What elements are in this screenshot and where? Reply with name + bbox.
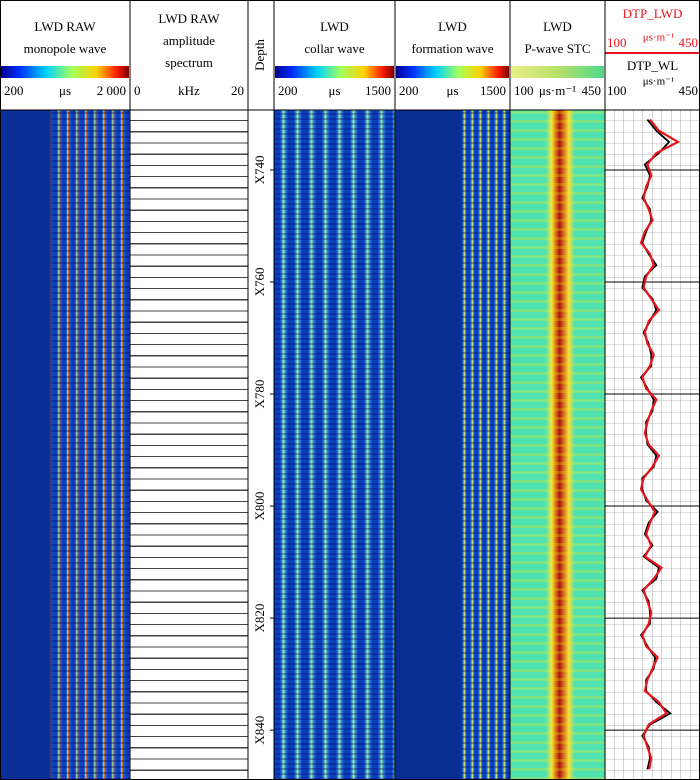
scale-label: 1500 — [480, 83, 506, 98]
axis-unit: μs·m⁻¹ — [643, 76, 675, 88]
x-tick-label: 100 — [607, 35, 627, 50]
scale-label: 200 — [278, 83, 298, 98]
track-title: spectrum — [165, 55, 213, 70]
track-title: LWD RAW — [158, 11, 220, 26]
x-tick-label: 100 — [607, 83, 627, 98]
colorbar — [396, 66, 509, 78]
scale-unit: μs — [446, 83, 458, 98]
track-title: LWD — [438, 19, 467, 34]
y-tick-label: X740 — [252, 155, 267, 184]
scale-label: 200 — [399, 83, 419, 98]
track-title: monopole wave — [24, 41, 107, 56]
scale-unit: μs — [328, 83, 340, 98]
scale-label: 20 — [231, 83, 244, 98]
colorbar — [1, 66, 129, 78]
scale-unit: μs — [59, 83, 71, 98]
monopole-wave-image — [0, 110, 130, 780]
scale-label: 450 — [582, 83, 602, 98]
collar-wave-image — [274, 110, 395, 780]
x-tick-label: 450 — [679, 83, 699, 98]
axis-unit: μs·m⁻¹ — [643, 32, 675, 44]
colorbar — [511, 66, 604, 78]
y-tick-label: X760 — [252, 268, 267, 297]
track-title: LWD RAW — [34, 19, 96, 34]
y-tick-label: X820 — [252, 604, 267, 633]
formation-wave-image — [395, 110, 510, 780]
scale-label: 1500 — [365, 83, 391, 98]
scale-unit: μs·m⁻¹ — [539, 83, 576, 98]
spectrum-image — [130, 110, 248, 780]
track-title: LWD — [543, 19, 572, 34]
scale-label: 2 000 — [97, 83, 126, 98]
track-title: formation wave — [412, 41, 494, 56]
scale-unit: kHz — [178, 83, 200, 98]
y-tick-label: X840 — [252, 716, 267, 745]
legend-label: DTP_LWD — [623, 6, 683, 21]
colorbar — [275, 66, 394, 78]
track-title: amplitude — [163, 33, 215, 48]
curve — [639, 118, 681, 770]
scale-label: 200 — [4, 83, 24, 98]
y-tick-label: X780 — [252, 380, 267, 409]
track-title: LWD — [320, 19, 349, 34]
y-tick-label: X800 — [252, 492, 267, 521]
legend-label: DTP_WL — [627, 58, 678, 73]
scale-label: 100 — [514, 83, 534, 98]
track-title: collar wave — [304, 41, 365, 56]
track-title: Depth — [252, 39, 267, 71]
curve — [639, 118, 672, 770]
stc-image — [510, 110, 605, 780]
track-title: P-wave STC — [524, 41, 590, 56]
x-tick-label: 450 — [679, 35, 699, 50]
scale-label: 0 — [134, 83, 141, 98]
